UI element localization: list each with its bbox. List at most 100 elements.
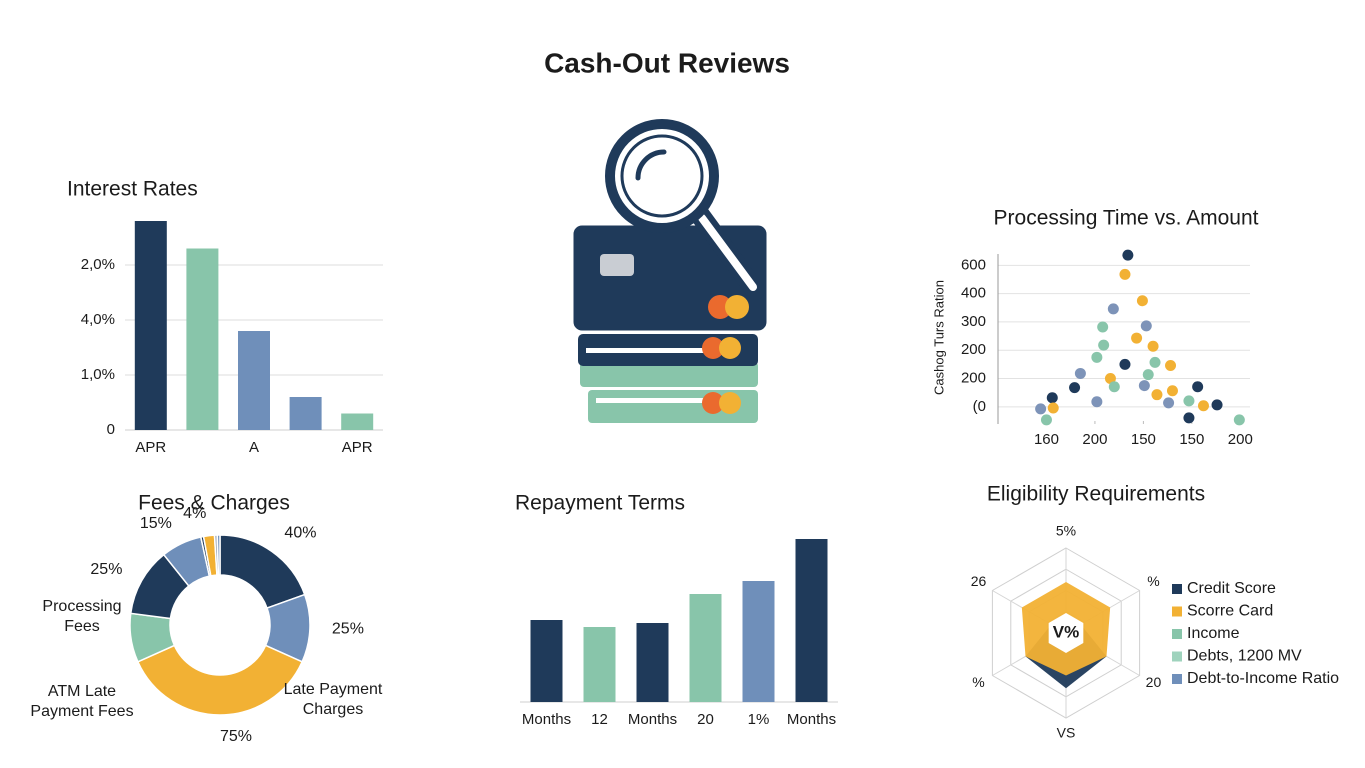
y-tick-label: 600 bbox=[961, 256, 986, 273]
card-logo bbox=[708, 295, 732, 319]
scatter-point bbox=[1107, 303, 1119, 315]
donut-slice bbox=[216, 534, 221, 576]
x-tick-label: APR bbox=[135, 439, 166, 456]
x-tick-label: Months bbox=[522, 711, 571, 728]
scatter-point bbox=[1097, 321, 1109, 333]
scatter-point bbox=[1183, 412, 1195, 424]
scatter-point bbox=[1131, 332, 1143, 344]
scatter-point bbox=[1138, 380, 1150, 392]
axis-label: % bbox=[972, 674, 984, 690]
scatter-point bbox=[1104, 373, 1116, 385]
card-logo bbox=[719, 392, 741, 414]
bar bbox=[134, 221, 167, 430]
x-tick-label: 150 bbox=[1131, 431, 1156, 448]
radar-center bbox=[1048, 613, 1084, 653]
data-label: 4% bbox=[183, 505, 206, 522]
y-tick-label: 200 bbox=[961, 370, 986, 387]
card-chip bbox=[600, 254, 634, 276]
scatter-point bbox=[1040, 414, 1052, 426]
scatter-point bbox=[1091, 396, 1103, 408]
magnifier-handle-inner bbox=[698, 214, 757, 291]
y-tick-label: 400 bbox=[961, 285, 986, 302]
chart-title: Interest Rates bbox=[67, 178, 198, 201]
x-tick-label: 150 bbox=[1179, 431, 1204, 448]
category-label: Processing Fees bbox=[42, 598, 122, 635]
bar bbox=[689, 594, 722, 702]
scatter-point bbox=[1142, 369, 1154, 381]
scatter-point bbox=[1122, 249, 1134, 261]
data-label: 75% bbox=[220, 728, 252, 745]
x-tick-label: 200 bbox=[1228, 431, 1253, 448]
legend-label: Debt-to-Income Ratio bbox=[1187, 670, 1339, 687]
bar bbox=[289, 397, 322, 430]
bar bbox=[341, 413, 374, 430]
legend-swatch bbox=[1172, 606, 1182, 617]
scatter-point bbox=[1165, 360, 1177, 372]
y-tick-label: 2,0% bbox=[81, 256, 115, 273]
data-label: 25% bbox=[90, 561, 122, 578]
donut-slice bbox=[136, 644, 304, 716]
bar bbox=[530, 620, 563, 702]
bar bbox=[186, 248, 219, 430]
scatter-point bbox=[1108, 381, 1120, 393]
x-tick-label: Months bbox=[628, 711, 677, 728]
axis-label: 26 bbox=[971, 573, 987, 589]
scatter-point bbox=[1163, 397, 1175, 409]
x-tick-label: 12 bbox=[591, 711, 608, 728]
axis-label: 20 bbox=[1146, 674, 1162, 690]
scatter-point bbox=[1047, 402, 1059, 414]
scatter-point bbox=[1119, 268, 1131, 280]
x-tick-label: 200 bbox=[1082, 431, 1107, 448]
legend-swatch bbox=[1172, 629, 1182, 639]
illustration bbox=[570, 119, 770, 423]
legend-label: Credit Score bbox=[1187, 580, 1276, 597]
data-label: 25% bbox=[332, 621, 364, 638]
scatter-point bbox=[1233, 414, 1245, 426]
y-tick-label: (0 bbox=[973, 398, 986, 415]
scatter-point bbox=[1183, 395, 1195, 407]
bar bbox=[238, 331, 270, 430]
center-label: V% bbox=[1053, 622, 1079, 641]
x-tick-label: 1% bbox=[748, 711, 770, 728]
card bbox=[580, 362, 758, 387]
legend-swatch bbox=[1172, 674, 1182, 684]
legend-label: Debts, 1200 MV bbox=[1187, 648, 1302, 665]
chart-title: Repayment Terms bbox=[515, 492, 685, 515]
bar bbox=[636, 623, 669, 702]
legend-label: Scorre Card bbox=[1187, 603, 1273, 620]
axis-label: VS bbox=[1057, 725, 1076, 741]
scatter-point bbox=[1140, 320, 1152, 332]
x-tick-label: 160 bbox=[1034, 431, 1059, 448]
scatter-point bbox=[1136, 295, 1148, 307]
scatter-point bbox=[1211, 399, 1223, 411]
chart-title: Eligibility Requirements bbox=[987, 483, 1205, 506]
scatter-point bbox=[1151, 389, 1163, 401]
y-tick-label: 200 bbox=[961, 341, 986, 358]
y-tick-label: 0 bbox=[107, 421, 115, 438]
scatter-point bbox=[1046, 392, 1058, 404]
y-tick-label: 300 bbox=[961, 313, 986, 330]
card-logo bbox=[702, 337, 724, 359]
scatter-point bbox=[1119, 358, 1131, 370]
card-logo bbox=[702, 392, 724, 414]
magnifier-lens bbox=[605, 119, 719, 233]
x-tick-label: A bbox=[249, 439, 259, 456]
data-label: 40% bbox=[284, 525, 316, 542]
x-tick-label: 20 bbox=[697, 711, 714, 728]
legend-label: Income bbox=[1187, 625, 1240, 642]
scatter-point bbox=[1149, 356, 1161, 368]
category-label: ATM Late Payment Fees bbox=[30, 683, 134, 720]
scatter-point bbox=[1192, 381, 1204, 393]
legend-swatch bbox=[1172, 584, 1182, 594]
card-stripe bbox=[586, 348, 706, 353]
scatter-point bbox=[1166, 385, 1178, 397]
y-tick-label: 4,0% bbox=[81, 311, 115, 328]
axis-label: % bbox=[1147, 573, 1159, 589]
category-label: Late Payment Charges bbox=[283, 681, 383, 718]
scatter-point bbox=[1147, 340, 1159, 352]
page-title: Cash-Out Reviews bbox=[544, 47, 790, 78]
x-tick-label: APR bbox=[342, 439, 373, 456]
bar bbox=[795, 539, 828, 702]
